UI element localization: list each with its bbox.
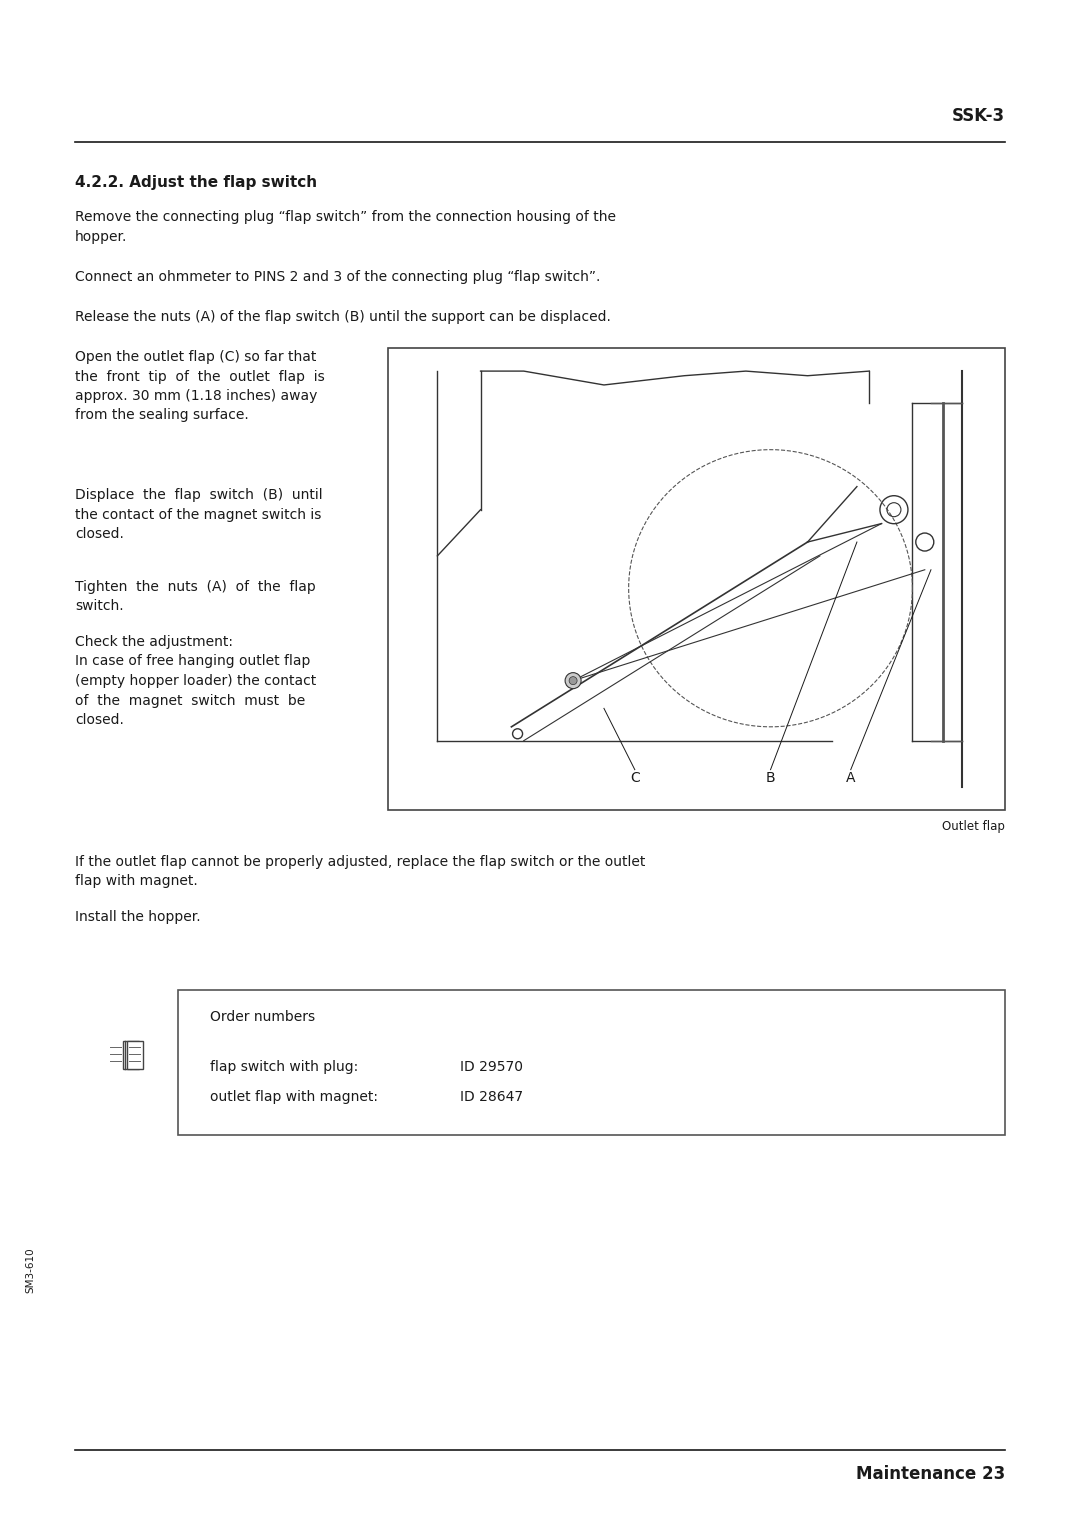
- Text: Order numbers: Order numbers: [210, 1010, 315, 1023]
- Text: SSK-3: SSK-3: [951, 107, 1005, 125]
- Text: ID 29570: ID 29570: [460, 1060, 523, 1074]
- Text: Displace  the  flap  switch  (B)  until
the contact of the magnet switch is
clos: Displace the flap switch (B) until the c…: [75, 488, 323, 541]
- Text: Maintenance 23: Maintenance 23: [855, 1466, 1005, 1482]
- Text: 4.2.2. Adjust the flap switch: 4.2.2. Adjust the flap switch: [75, 175, 318, 191]
- Text: B: B: [766, 770, 775, 785]
- Text: Connect an ohmmeter to PINS 2 and 3 of the connecting plug “flap switch”.: Connect an ohmmeter to PINS 2 and 3 of t…: [75, 270, 600, 284]
- Circle shape: [569, 677, 577, 685]
- Text: If the outlet flap cannot be properly adjusted, replace the flap switch or the o: If the outlet flap cannot be properly ad…: [75, 856, 646, 889]
- Circle shape: [513, 729, 523, 738]
- Text: Remove the connecting plug “flap switch” from the connection housing of the
hopp: Remove the connecting plug “flap switch”…: [75, 210, 616, 244]
- Text: Check the adjustment:
In case of free hanging outlet flap
(empty hopper loader) : Check the adjustment: In case of free ha…: [75, 634, 316, 727]
- Text: ID 28647: ID 28647: [460, 1090, 523, 1104]
- Text: Release the nuts (A) of the flap switch (B) until the support can be displaced.: Release the nuts (A) of the flap switch …: [75, 310, 611, 323]
- Text: SM3-610: SM3-610: [25, 1247, 35, 1293]
- Bar: [388, 348, 1005, 810]
- Text: Install the hopper.: Install the hopper.: [75, 910, 201, 924]
- Bar: [123, 1042, 139, 1069]
- Text: Tighten  the  nuts  (A)  of  the  flap
switch.: Tighten the nuts (A) of the flap switch.: [75, 580, 315, 613]
- Text: flap switch with plug:: flap switch with plug:: [210, 1060, 359, 1074]
- Text: Open the outlet flap (C) so far that
the  front  tip  of  the  outlet  flap  is
: Open the outlet flap (C) so far that the…: [75, 351, 325, 422]
- Text: A: A: [846, 770, 855, 785]
- Bar: [178, 990, 1005, 1135]
- Circle shape: [565, 673, 581, 689]
- Text: Outlet flap: Outlet flap: [942, 820, 1005, 833]
- Bar: [127, 1042, 143, 1069]
- Text: C: C: [630, 770, 639, 785]
- Text: outlet flap with magnet:: outlet flap with magnet:: [210, 1090, 378, 1104]
